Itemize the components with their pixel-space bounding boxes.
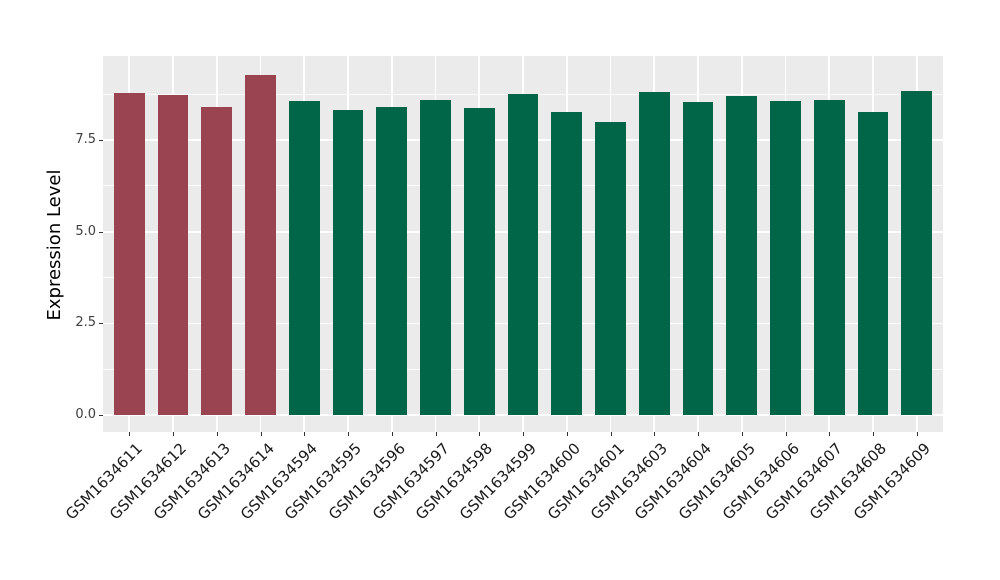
y-tick-label: 7.5 xyxy=(75,132,96,147)
x-axis-tick xyxy=(435,432,437,436)
x-axis-tick xyxy=(873,432,874,436)
x-axis-tick xyxy=(916,432,918,436)
x-axis-tick xyxy=(741,432,743,436)
bar-GSM1634603 xyxy=(638,91,670,416)
y-axis-tick xyxy=(99,415,103,417)
y-tick-label: 2.5 xyxy=(75,315,96,331)
x-axis-tick xyxy=(785,432,787,436)
x-axis-tick xyxy=(610,432,612,436)
x-axis-tick xyxy=(173,432,174,436)
bar-GSM1634607 xyxy=(813,100,845,416)
x-axis-tick xyxy=(698,432,699,436)
x-axis-tick xyxy=(566,432,568,436)
plot-panel xyxy=(103,56,943,432)
bar-GSM1634596 xyxy=(376,106,408,416)
y-tick-label: 5.0 xyxy=(75,223,96,239)
y-tick-label: 0.0 xyxy=(75,407,96,423)
x-axis-tick xyxy=(654,432,656,436)
x-axis-tick xyxy=(260,432,262,436)
x-axis-tick xyxy=(523,432,524,436)
y-axis-tick xyxy=(99,323,103,325)
y-axis-tick xyxy=(99,140,103,141)
x-axis-tick xyxy=(216,432,218,436)
bar-GSM1634614 xyxy=(245,75,276,416)
y-axis-tick xyxy=(99,231,103,233)
bar-GSM1634611 xyxy=(113,92,145,416)
bar-GSM1634604 xyxy=(682,102,714,416)
bar-GSM1634599 xyxy=(507,93,539,416)
bar-GSM1634613 xyxy=(201,106,233,416)
bar-GSM1634612 xyxy=(157,94,189,416)
bar-GSM1634594 xyxy=(288,101,320,416)
bar-GSM1634595 xyxy=(332,109,364,416)
bar-GSM1634606 xyxy=(770,101,801,416)
bar-GSM1634609 xyxy=(901,91,933,416)
bar-GSM1634597 xyxy=(420,100,451,416)
x-axis-tick xyxy=(304,432,306,436)
bar-GSM1634605 xyxy=(726,95,758,416)
x-axis-tick xyxy=(479,432,481,436)
x-axis-tick xyxy=(348,432,349,436)
bar-GSM1634598 xyxy=(463,108,495,416)
x-axis-tick xyxy=(391,432,393,436)
bar-GSM1634601 xyxy=(595,121,626,416)
bar-GSM1634600 xyxy=(551,111,583,416)
x-axis-tick xyxy=(829,432,831,436)
bar-GSM1634608 xyxy=(857,111,889,416)
x-axis-tick xyxy=(129,432,131,436)
